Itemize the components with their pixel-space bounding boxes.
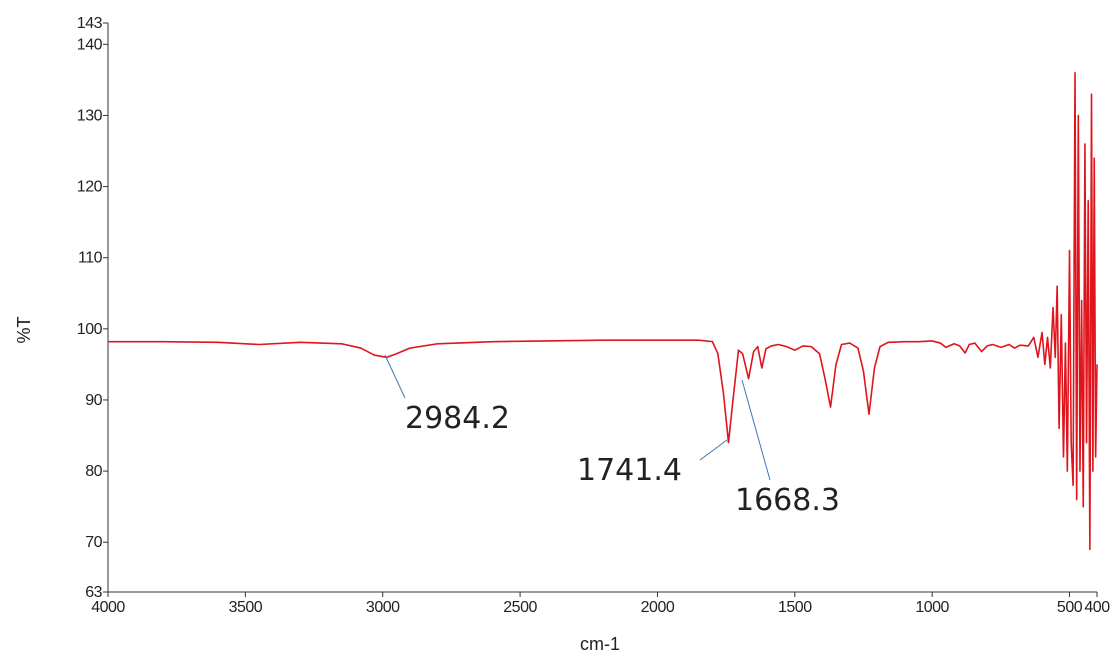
x-tick-label: 400 bbox=[1084, 599, 1110, 616]
x-tick-label: 2000 bbox=[641, 599, 675, 616]
x-tick-label: 500 bbox=[1057, 599, 1083, 616]
y-tick-label: 110 bbox=[78, 250, 103, 267]
annotation-leader bbox=[741, 379, 771, 481]
y-tick-label: 63 bbox=[85, 584, 102, 601]
annotation: 1741.4 bbox=[577, 453, 682, 488]
x-tick-label: 2500 bbox=[503, 599, 537, 616]
x-axis-label: cm-1 bbox=[580, 634, 620, 654]
x-tick-label: 4000 bbox=[91, 599, 125, 616]
spectrum-line bbox=[108, 71, 1098, 551]
y-tick-label: 120 bbox=[77, 179, 103, 196]
y-tick-label: 90 bbox=[85, 392, 102, 409]
x-tick-label: 3500 bbox=[229, 599, 263, 616]
annotation: 2984.2 bbox=[405, 401, 510, 436]
annotation-leader bbox=[384, 354, 406, 399]
y-tick-label: 70 bbox=[85, 534, 102, 551]
x-tick-label: 1000 bbox=[915, 599, 949, 616]
y-tick-label: 80 bbox=[85, 463, 102, 480]
annotation-leader bbox=[699, 439, 728, 461]
y-tick-label: 100 bbox=[77, 321, 103, 338]
annotation: 1668.3 bbox=[735, 483, 840, 518]
x-tick-label: 1500 bbox=[778, 599, 812, 616]
x-tick-label: 3000 bbox=[366, 599, 400, 616]
y-tick-label: 130 bbox=[77, 107, 103, 124]
y-tick-label: 143 bbox=[77, 15, 103, 32]
y-axis-label: %T bbox=[14, 316, 34, 343]
y-tick-label: 140 bbox=[77, 36, 103, 53]
